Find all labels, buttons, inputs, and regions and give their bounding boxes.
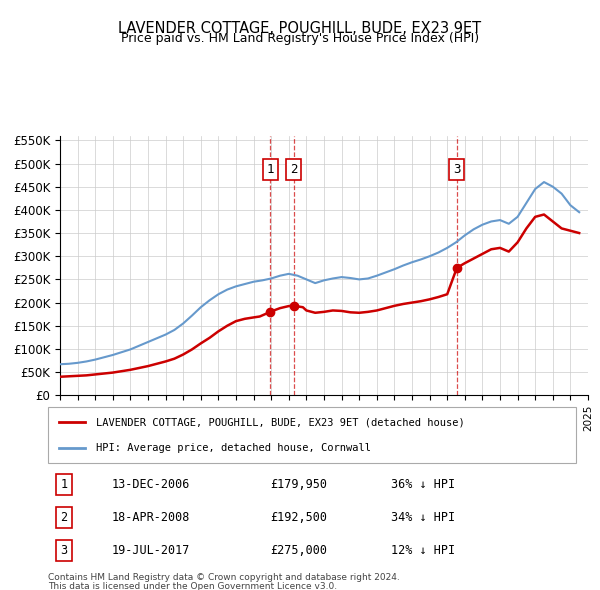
- Text: 2: 2: [60, 511, 67, 525]
- Text: 1: 1: [267, 163, 274, 176]
- Text: LAVENDER COTTAGE, POUGHILL, BUDE, EX23 9ET (detached house): LAVENDER COTTAGE, POUGHILL, BUDE, EX23 9…: [95, 417, 464, 427]
- Text: HPI: Average price, detached house, Cornwall: HPI: Average price, detached house, Corn…: [95, 443, 371, 453]
- Text: This data is licensed under the Open Government Licence v3.0.: This data is licensed under the Open Gov…: [48, 582, 337, 590]
- Text: 13-DEC-2006: 13-DEC-2006: [112, 478, 190, 491]
- Text: £275,000: £275,000: [270, 544, 327, 558]
- Text: 3: 3: [60, 544, 67, 558]
- Text: 36% ↓ HPI: 36% ↓ HPI: [391, 478, 455, 491]
- Text: 3: 3: [453, 163, 460, 176]
- Text: LAVENDER COTTAGE, POUGHILL, BUDE, EX23 9ET: LAVENDER COTTAGE, POUGHILL, BUDE, EX23 9…: [118, 21, 482, 35]
- FancyBboxPatch shape: [48, 407, 576, 463]
- Text: £192,500: £192,500: [270, 511, 327, 525]
- Text: 1: 1: [60, 478, 67, 491]
- Text: Contains HM Land Registry data © Crown copyright and database right 2024.: Contains HM Land Registry data © Crown c…: [48, 573, 400, 582]
- Text: 34% ↓ HPI: 34% ↓ HPI: [391, 511, 455, 525]
- Text: £179,950: £179,950: [270, 478, 327, 491]
- Text: 12% ↓ HPI: 12% ↓ HPI: [391, 544, 455, 558]
- Text: 19-JUL-2017: 19-JUL-2017: [112, 544, 190, 558]
- Text: Price paid vs. HM Land Registry's House Price Index (HPI): Price paid vs. HM Land Registry's House …: [121, 32, 479, 45]
- Text: 18-APR-2008: 18-APR-2008: [112, 511, 190, 525]
- Text: 2: 2: [290, 163, 298, 176]
